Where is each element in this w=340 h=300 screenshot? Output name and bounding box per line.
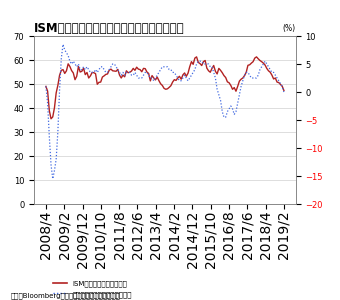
鉱工業生産指数（前年比、右） xyxy=(166,65,170,69)
鉱工業生産指数（前年比、右） xyxy=(51,177,55,181)
Line: ISM製造業景況指数（左）: ISM製造業景況指数（左） xyxy=(46,57,284,119)
鉱工業生産指数（前年比、右） xyxy=(59,57,63,60)
Text: (%): (%) xyxy=(283,24,296,33)
Legend: ISM製造業景況指数（左）, 鉱工業生産指数（前年比、右）: ISM製造業景況指数（左）, 鉱工業生産指数（前年比、右） xyxy=(51,278,135,300)
ISM製造業景況指数（左） xyxy=(164,88,168,91)
鉱工業生産指数（前年比、右） xyxy=(61,43,65,46)
ISM製造業景況指数（左） xyxy=(49,117,53,121)
鉱工業生産指数（前年比、右） xyxy=(90,70,94,74)
鉱工業生産指数（前年比、右） xyxy=(54,158,58,161)
ISM製造業景況指数（左） xyxy=(44,85,48,88)
ISM製造業景況指数（左） xyxy=(59,68,63,72)
鉱工業生産指数（前年比、右） xyxy=(147,74,151,77)
Text: 出所：Bloombergのデータをもとに東洋証券作成: 出所：Bloombergのデータをもとに東洋証券作成 xyxy=(10,292,120,298)
ISM製造業景況指数（左） xyxy=(282,89,286,92)
ISM製造業景況指数（左） xyxy=(70,69,74,72)
ISM製造業景況指数（左） xyxy=(54,91,58,95)
ISM製造業景況指数（左） xyxy=(145,70,149,74)
ISM製造業景況指数（左） xyxy=(194,55,199,59)
鉱工業生産指数（前年比、右） xyxy=(282,90,286,94)
Line: 鉱工業生産指数（前年比、右）: 鉱工業生産指数（前年比、右） xyxy=(46,44,284,179)
Text: ISM製造業景況指数と鉱工業生産指数の推移: ISM製造業景況指数と鉱工業生産指数の推移 xyxy=(34,22,185,35)
ISM製造業景況指数（左） xyxy=(88,74,92,78)
鉱工業生産指数（前年比、右） xyxy=(44,85,48,88)
鉱工業生産指数（前年比、右） xyxy=(71,59,75,63)
